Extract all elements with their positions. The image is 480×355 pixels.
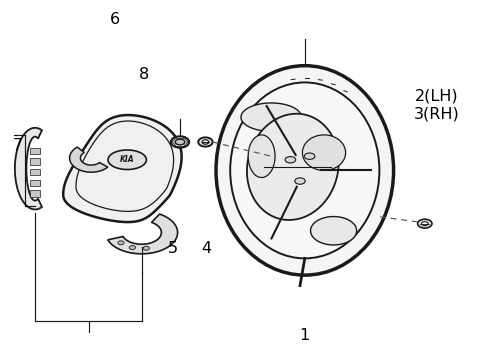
Ellipse shape [118, 241, 124, 245]
Ellipse shape [143, 246, 149, 250]
Polygon shape [241, 103, 301, 131]
Text: 5: 5 [168, 241, 178, 256]
Ellipse shape [421, 222, 428, 226]
Ellipse shape [247, 114, 339, 220]
Ellipse shape [418, 219, 432, 228]
Text: 8: 8 [139, 67, 149, 82]
Text: KIA: KIA [120, 155, 134, 164]
Polygon shape [108, 214, 178, 254]
Ellipse shape [230, 82, 379, 258]
Text: 7: 7 [13, 138, 24, 153]
Bar [30, 158, 40, 165]
Ellipse shape [175, 139, 185, 145]
Polygon shape [70, 147, 108, 172]
Bar [30, 180, 40, 186]
Bar [30, 169, 40, 175]
Bar [30, 148, 40, 154]
Ellipse shape [202, 140, 209, 144]
Text: 6: 6 [110, 12, 120, 27]
Ellipse shape [295, 178, 305, 184]
Text: 1: 1 [300, 328, 310, 343]
Polygon shape [63, 115, 181, 222]
Bar [30, 190, 40, 197]
Ellipse shape [216, 66, 394, 275]
Text: 4: 4 [201, 241, 212, 256]
Ellipse shape [171, 136, 189, 148]
Polygon shape [248, 135, 275, 178]
Ellipse shape [108, 150, 146, 169]
Ellipse shape [129, 246, 135, 250]
Text: 3(RH): 3(RH) [414, 106, 460, 121]
Ellipse shape [285, 157, 296, 163]
Polygon shape [15, 128, 42, 209]
Polygon shape [302, 135, 346, 170]
Ellipse shape [198, 137, 213, 147]
Text: 2(LH): 2(LH) [415, 88, 458, 103]
Ellipse shape [304, 153, 315, 159]
Polygon shape [311, 217, 357, 245]
